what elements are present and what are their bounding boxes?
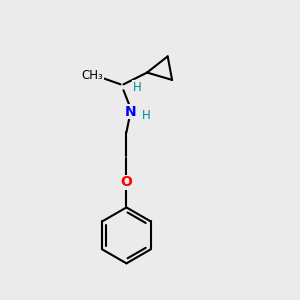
Text: H: H (133, 81, 142, 94)
Text: N: N (125, 105, 137, 119)
Text: O: O (121, 176, 132, 189)
Text: CH₃: CH₃ (82, 69, 104, 82)
Text: H: H (142, 109, 151, 122)
